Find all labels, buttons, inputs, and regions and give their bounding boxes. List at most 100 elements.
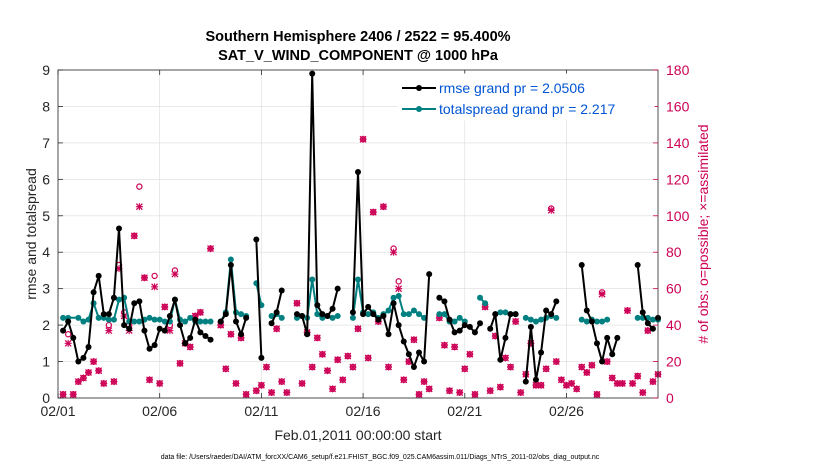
- obs-assimilated-point: [196, 308, 204, 316]
- obs-assimilated-point: [64, 339, 72, 347]
- rmse-point: [95, 272, 102, 279]
- obs-assimilated-point: [110, 378, 118, 386]
- rmse-point: [395, 322, 402, 329]
- totalspread-point: [329, 314, 336, 321]
- rmse-point: [507, 311, 514, 318]
- rmse-point: [466, 323, 473, 330]
- obs-assimilated-point: [298, 379, 306, 387]
- rmse-point: [238, 331, 245, 338]
- rmse-point: [390, 300, 397, 307]
- rmse-point: [477, 320, 484, 327]
- rmse-point: [416, 349, 423, 356]
- rmse-point: [329, 305, 336, 312]
- rmse-point: [192, 316, 199, 323]
- rmse-point: [527, 323, 534, 330]
- x-tick-label: 02/26: [549, 403, 584, 419]
- y-right-tick-label: 40: [666, 317, 682, 333]
- obs-assimilated-point: [583, 368, 591, 376]
- totalspread-point: [522, 314, 529, 321]
- legend-rmse-marker: [416, 85, 422, 91]
- rmse-point: [360, 311, 367, 318]
- obs-assimilated-point: [186, 343, 194, 351]
- y-right-axis-label: # of obs: o=possible; ×=assimilated: [695, 124, 711, 343]
- obs-assimilated-point: [339, 376, 347, 384]
- totalspread-point: [365, 311, 372, 318]
- totalspread-point: [532, 318, 539, 325]
- obs-assimilated-point: [359, 135, 367, 143]
- rmse-point: [156, 325, 163, 332]
- rmse-point: [599, 358, 606, 365]
- obs-assimilated-point: [446, 387, 454, 395]
- rmse-point: [349, 309, 356, 316]
- obs-assimilated-point: [501, 354, 509, 362]
- totalspread-point: [334, 313, 341, 319]
- obs-assimilated-point: [100, 379, 108, 387]
- y-left-tick-label: 7: [42, 135, 50, 151]
- obs-assimilated-point: [588, 361, 596, 369]
- rmse-point: [543, 307, 550, 314]
- y-right-tick-label: 0: [666, 390, 674, 406]
- totalspread-point: [95, 314, 102, 321]
- obs-assimilated-point: [140, 274, 148, 282]
- rmse-point: [299, 313, 306, 319]
- obs-assimilated-point: [95, 367, 103, 375]
- totalspread-point: [436, 311, 443, 318]
- totalspread-point: [110, 316, 117, 323]
- rmse-point: [644, 320, 651, 327]
- obs-assimilated-point: [334, 356, 342, 364]
- obs-assimilated-point: [156, 379, 164, 387]
- rmse-point: [243, 314, 250, 321]
- obs-assimilated-point: [242, 390, 250, 398]
- obs-assimilated-point: [557, 376, 565, 384]
- obs-assimilated-point: [425, 385, 433, 393]
- obs-assimilated-point: [344, 352, 352, 360]
- rmse-point: [278, 287, 285, 294]
- obs-assimilated-point: [400, 376, 408, 384]
- obs-assimilated-point: [105, 327, 113, 335]
- totalspread-point: [385, 307, 392, 314]
- rmse-point: [502, 334, 509, 341]
- plot-area: [58, 70, 658, 398]
- rmse-point: [456, 327, 463, 334]
- y-left-tick-label: 5: [42, 208, 50, 224]
- obs-assimilated-point: [608, 374, 616, 382]
- rmse-point: [375, 316, 382, 323]
- rmse-point: [578, 261, 585, 268]
- rmse-point: [85, 343, 92, 350]
- obs-assimilated-point: [90, 358, 98, 366]
- totalspread-point: [634, 314, 641, 321]
- totalspread-point: [227, 256, 234, 263]
- obs-assimilated-point: [268, 389, 276, 397]
- obs-assimilated-point: [542, 365, 550, 373]
- y-right-tick-label: 140: [666, 135, 690, 151]
- plot-frame: [57, 69, 659, 399]
- obs-assimilated-point: [568, 379, 576, 387]
- obs-assimilated-point: [171, 270, 179, 278]
- totalspread-point: [497, 309, 504, 316]
- rmse-point: [105, 311, 112, 318]
- rmse-point: [136, 298, 143, 305]
- y-left-tick-label: 0: [42, 390, 50, 406]
- totalspread-point: [207, 318, 214, 325]
- totalspread-point: [395, 292, 402, 299]
- obs-assimilated-point: [618, 379, 626, 387]
- obs-possible-point: [151, 272, 158, 280]
- obs-possible-point: [395, 278, 402, 285]
- rmse-point: [446, 316, 453, 323]
- rmse-point: [405, 351, 412, 358]
- obs-assimilated-point: [451, 343, 459, 351]
- obs-possible-point: [64, 331, 72, 338]
- right-y-axis-ticks: 0 20 40 60 80 100 120 140 160 180: [653, 62, 690, 406]
- rmse-point: [268, 320, 275, 327]
- rmse-point: [334, 285, 341, 292]
- rmse-point: [258, 354, 265, 361]
- x-axis-ticks: 02/01 02/06 02/11 02/16 02/21 02/26: [40, 70, 584, 419]
- y-left-tick-label: 6: [42, 171, 50, 187]
- obs-assimilated-point: [512, 317, 520, 325]
- legend-spread-label: totalspread grand pr = 2.217: [439, 101, 616, 117]
- y-left-tick-label: 2: [42, 317, 50, 333]
- obs-assimilated-point: [257, 381, 265, 389]
- obs-assimilated-point: [623, 307, 631, 315]
- obs-assimilated-point: [135, 203, 143, 211]
